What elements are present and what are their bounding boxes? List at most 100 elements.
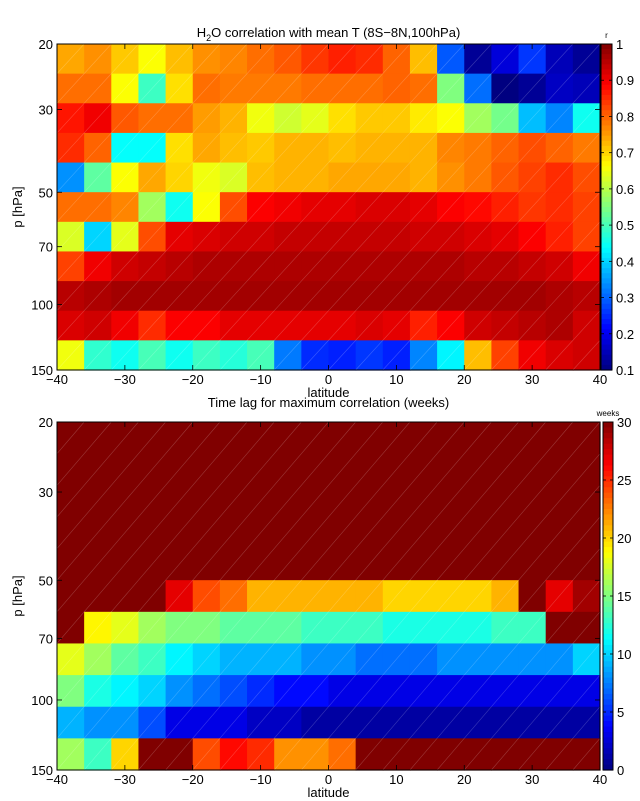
cell-diagonal <box>192 280 221 311</box>
cell-diagonal <box>436 579 465 613</box>
heatmap-cell <box>247 675 275 708</box>
heatmap-cell <box>328 643 357 676</box>
cell-diagonal <box>382 485 411 518</box>
heatmap-cell <box>572 675 601 708</box>
cell-diagonal <box>111 548 139 581</box>
heatmap-cell <box>572 162 601 193</box>
heatmap-cell <box>138 192 167 223</box>
colorbar-segment <box>601 64 612 71</box>
cell-diagonal <box>273 103 302 134</box>
cell-diagonal <box>83 643 112 676</box>
cell-diagonal <box>138 340 166 371</box>
colorbar-segment <box>601 150 612 157</box>
heatmap-cell <box>409 422 438 455</box>
heatmap-cell <box>328 73 357 104</box>
heatmap-cell <box>84 192 112 223</box>
heatmap-cell <box>464 103 492 134</box>
heatmap-cell <box>57 221 85 253</box>
cell-diagonal <box>355 73 384 104</box>
heatmap-cell <box>301 706 330 739</box>
cell-diagonal <box>83 103 112 134</box>
heatmap-cell <box>437 44 465 75</box>
cell-diagonal <box>355 611 384 644</box>
heatmap-cell <box>409 643 438 676</box>
cell-diagonal <box>328 340 356 371</box>
heatmap-cell <box>219 221 248 253</box>
heatmap-cell <box>301 643 330 676</box>
cell-diagonal <box>273 191 302 223</box>
cell-diagonal <box>192 191 221 223</box>
heatmap-cell <box>491 516 520 550</box>
cell-diagonal <box>409 548 438 581</box>
colorbar-label: r <box>605 31 608 40</box>
heatmap-cell <box>111 103 140 134</box>
colorbar-segment <box>603 487 613 494</box>
cell-diagonal <box>464 674 492 707</box>
heatmap-cell <box>464 453 492 486</box>
heatmap-cell <box>355 485 384 518</box>
cell-diagonal <box>56 453 85 486</box>
heatmap-cell <box>572 516 601 550</box>
cell-diagonal <box>138 611 166 644</box>
cell-diagonals <box>56 43 601 371</box>
heatmap-cell <box>382 422 411 455</box>
cell-diagonal <box>165 280 193 311</box>
colorbar-segment <box>603 764 613 771</box>
heatmap-cell <box>247 422 275 455</box>
heatmap-cell <box>57 516 85 550</box>
heatmap-cell <box>328 340 357 371</box>
colorbar-segment <box>601 278 612 284</box>
heatmap-cell <box>301 453 330 486</box>
heatmap-cell <box>138 706 167 739</box>
cell-diagonal <box>545 280 574 311</box>
colorbar-segment <box>601 166 612 172</box>
heatmap-cell <box>274 73 302 104</box>
heatmap-cell <box>491 340 520 371</box>
heatmap-cell <box>301 340 330 371</box>
heatmap-cell <box>247 44 275 75</box>
colorbar-segment <box>601 324 612 330</box>
cell-diagonal <box>219 611 248 644</box>
cell-diagonal <box>464 191 492 223</box>
cell-diagonal <box>464 162 492 193</box>
cell-diagonal <box>56 548 85 581</box>
heatmap-cell <box>111 310 140 341</box>
cell-diagonal <box>355 43 384 74</box>
cell-diagonal <box>56 191 85 223</box>
cell-diagonal <box>219 643 248 676</box>
cell-diagonal <box>409 485 438 518</box>
heatmap-cell <box>138 611 167 645</box>
cell-diagonal <box>219 221 248 252</box>
colorbar-segment <box>601 59 612 65</box>
cell-diagonal <box>273 738 302 771</box>
heatmap-cell <box>518 580 547 613</box>
cell-diagonal <box>219 516 248 549</box>
cell-diagonal <box>138 453 166 486</box>
cell-diagonal <box>138 221 166 252</box>
heatmap-cell <box>518 453 547 486</box>
cell-diagonal <box>355 280 384 311</box>
cell-diagonal <box>56 421 85 454</box>
cell-diagonal <box>409 421 438 454</box>
cell-diagonal <box>219 43 248 74</box>
heatmap-cell <box>57 251 85 282</box>
cell-diagonal <box>301 251 329 282</box>
cell-diagonal <box>355 162 384 193</box>
cell-diagonal <box>382 516 411 549</box>
heatmap-cell <box>437 221 465 253</box>
colorbar-segment <box>601 100 612 106</box>
heatmap-cell <box>111 706 140 739</box>
correlation-chart: −40 −30 −20 −10 0 10 20 30 40 20 30 50 70 100 150 latit… <box>10 25 634 400</box>
y-tick-label: 30 <box>39 485 53 500</box>
heatmap-cell <box>491 580 520 613</box>
heatmap-cell <box>491 132 520 164</box>
colorbar-segment <box>601 247 612 254</box>
heatmap-cell <box>138 580 167 613</box>
heatmap-cell <box>165 422 194 455</box>
heatmap-cell <box>301 281 330 312</box>
cell-diagonal <box>464 421 492 454</box>
heatmap-cell <box>328 580 357 613</box>
x-tick-label: −40 <box>46 372 68 387</box>
heatmap-cell <box>572 706 601 739</box>
